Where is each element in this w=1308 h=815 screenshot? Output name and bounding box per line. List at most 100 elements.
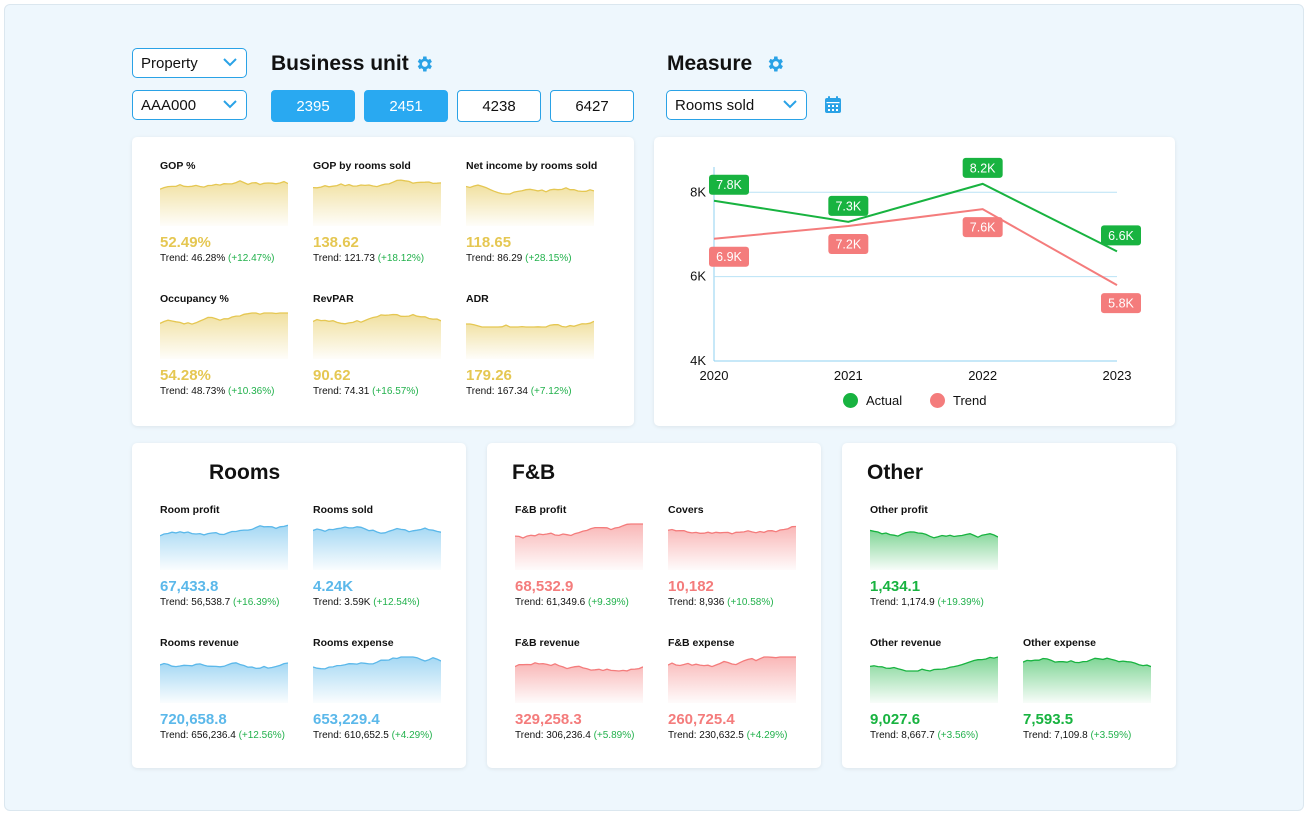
kpi-trend-pct: (+16.39%): [233, 597, 280, 608]
y-tick-label: 6K: [690, 269, 706, 284]
kpi-value: 68,532.9: [515, 578, 574, 595]
kpi-label: F&B expense: [668, 637, 735, 649]
kpi-value: 67,433.8: [160, 578, 219, 595]
measure-select-value: Rooms sold: [675, 96, 755, 114]
kpi-tile[interactable]: Covers 10,182 Trend: 8,936 (+10.58%): [668, 504, 813, 619]
kpi-value: 179.26: [466, 367, 512, 384]
kpi-value: 4.24K: [313, 578, 354, 595]
kpi-label: Rooms expense: [313, 637, 394, 649]
property-select-value: Property: [141, 54, 198, 72]
measure-gear-icon[interactable]: [765, 54, 785, 74]
kpi-trend-pct: (+12.54%): [373, 597, 420, 608]
kpi-tile[interactable]: F&B revenue 329,258.3 Trend: 306,236.4 (+5…: [515, 637, 660, 752]
kpi-tile[interactable]: Net income by rooms sold 118.65 Trend: 86.…: [466, 160, 611, 275]
legend-item-actual[interactable]: Actual: [843, 393, 902, 408]
kpi-trend-pct: (+3.59%): [1090, 730, 1132, 741]
kpi-trend: Trend: 8,667.7 (+3.56%): [870, 730, 978, 741]
sparkline: [870, 656, 998, 703]
x-tick-label: 2020: [700, 368, 729, 383]
kpi-label: F&B revenue: [515, 637, 580, 649]
business-unit-button-2395[interactable]: 2395: [271, 90, 355, 122]
business-unit-button-6427[interactable]: 6427: [550, 90, 634, 122]
x-tick-label: 2022: [968, 368, 997, 383]
kpi-trend: Trend: 3.59K (+12.54%): [313, 597, 420, 608]
business-unit-gear-icon[interactable]: [414, 54, 434, 74]
data-label-bg: [828, 195, 869, 216]
kpi-tile[interactable]: ADR 179.26 Trend: 167.34 (+7.12%): [466, 293, 611, 408]
kpi-tile[interactable]: Other profit 1,434.1 Trend: 1,174.9 (+19.3…: [870, 504, 1015, 619]
kpi-value: 54.28%: [160, 367, 211, 384]
kpi-value: 9,027.6: [870, 711, 921, 728]
kpi-trend: Trend: 61,349.6 (+9.39%): [515, 597, 629, 608]
kpi-label: F&B profit: [515, 504, 567, 516]
sparkline: [668, 525, 796, 570]
measure-select[interactable]: Rooms sold: [666, 90, 807, 120]
data-label: 8.2K: [970, 161, 996, 175]
kpi-value: 329,258.3: [515, 711, 582, 728]
kpi-trend-pct: (+10.36%): [228, 386, 275, 397]
kpi-tile[interactable]: Occupancy % 54.28% Trend: 48.73% (+10.36%): [160, 293, 305, 408]
rooms-card: [132, 443, 466, 768]
kpi-tile[interactable]: Room profit 67,433.8 Trend: 56,538.7 (+16.…: [160, 504, 305, 619]
kpi-trend-value: Trend: 610,652.5: [313, 730, 389, 741]
kpi-tile[interactable]: Rooms expense 653,229.4 Trend: 610,652.5 (…: [313, 637, 458, 752]
kpi-trend-pct: (+4.29%): [746, 730, 788, 741]
kpi-label: Net income by rooms sold: [466, 160, 598, 172]
kpi-label: Covers: [668, 504, 704, 516]
kpi-tile[interactable]: Other revenue 9,027.6 Trend: 8,667.7 (+3.5…: [870, 637, 1015, 752]
property-select[interactable]: Property: [132, 48, 247, 78]
data-label-bg: [1101, 293, 1141, 314]
kpi-trend: Trend: 56,538.7 (+16.39%): [160, 597, 279, 608]
kpi-trend-value: Trend: 8,667.7: [870, 730, 935, 741]
data-label-bg: [709, 174, 749, 195]
kpi-trend-pct: (+10.58%): [727, 597, 774, 608]
fnb-card: [487, 443, 821, 768]
kpi-trend-value: Trend: 656,236.4: [160, 730, 236, 741]
x-tick-label: 2021: [834, 368, 863, 383]
kpi-value: 7,593.5: [1023, 711, 1074, 728]
y-tick-label: 4K: [690, 353, 706, 368]
kpi-trend-pct: (+12.56%): [238, 730, 285, 741]
rooms-title: Rooms: [209, 461, 281, 484]
data-label: 6.6K: [1108, 229, 1134, 243]
kpi-trend-value: Trend: 61,349.6: [515, 597, 586, 608]
kpi-value: 118.65: [466, 234, 512, 251]
kpi-value: 720,658.8: [160, 711, 227, 728]
kpi-trend: Trend: 121.73 (+18.12%): [313, 253, 424, 264]
kpi-tile[interactable]: RevPAR 90.62 Trend: 74.31 (+16.57%): [313, 293, 458, 408]
data-label-bg: [709, 246, 749, 267]
business-unit-button-4238[interactable]: 4238: [457, 90, 541, 122]
sparkline: [870, 529, 998, 570]
kpi-trend: Trend: 610,652.5 (+4.29%): [313, 730, 432, 741]
sparkline: [313, 313, 441, 359]
kpi-trend: Trend: 1,174.9 (+19.39%): [870, 597, 984, 608]
kpi-label: Other profit: [870, 504, 928, 516]
legend-item-trend[interactable]: Trend: [930, 393, 986, 408]
kpi-trend-pct: (+4.29%): [391, 730, 433, 741]
kpi-tile[interactable]: Rooms revenue 720,658.8 Trend: 656,236.4 (…: [160, 637, 305, 752]
measure-chart-card: 8K 6K 4K 2020 2021 2022 2023 7.8K 7.3K 8.2K 6.6K 6.…: [654, 137, 1175, 426]
sparkline: [160, 662, 288, 703]
business-unit-button-2451[interactable]: 2451: [364, 90, 448, 122]
kpi-label: Other expense: [1023, 637, 1096, 649]
sparkline: [466, 184, 594, 226]
kpi-trend-value: Trend: 7,109.8: [1023, 730, 1088, 741]
calendar-icon[interactable]: [823, 95, 843, 115]
measure-title: Measure: [667, 52, 753, 75]
kpi-trend-pct: (+3.56%): [937, 730, 979, 741]
kpi-trend-pct: (+19.39%): [937, 597, 984, 608]
kpi-value: 138.62: [313, 234, 359, 251]
kpi-tile[interactable]: Other expense 7,593.5 Trend: 7,109.8 (+3.5…: [1023, 637, 1168, 752]
property-code-select[interactable]: AAA000: [132, 90, 247, 120]
kpi-trend-value: Trend: 230,632.5: [668, 730, 744, 741]
data-label-bg: [1101, 225, 1141, 246]
kpi-label: Room profit: [160, 504, 220, 516]
kpi-tile[interactable]: F&B profit 68,532.9 Trend: 61,349.6 (+9.39…: [515, 504, 660, 619]
kpi-tile[interactable]: GOP % 52.49% Trend: 46.28% (+12.47%): [160, 160, 305, 275]
legend-dot-trend: [930, 393, 945, 408]
kpi-tile[interactable]: F&B expense 260,725.4 Trend: 230,632.5 (+4…: [668, 637, 813, 752]
kpi-tile[interactable]: Rooms sold 4.24K Trend: 3.59K (+12.54%): [313, 504, 458, 619]
kpi-trend-pct: (+9.39%): [588, 597, 629, 608]
kpi-tile[interactable]: GOP by rooms sold 138.62 Trend: 121.73 (+1…: [313, 160, 458, 275]
